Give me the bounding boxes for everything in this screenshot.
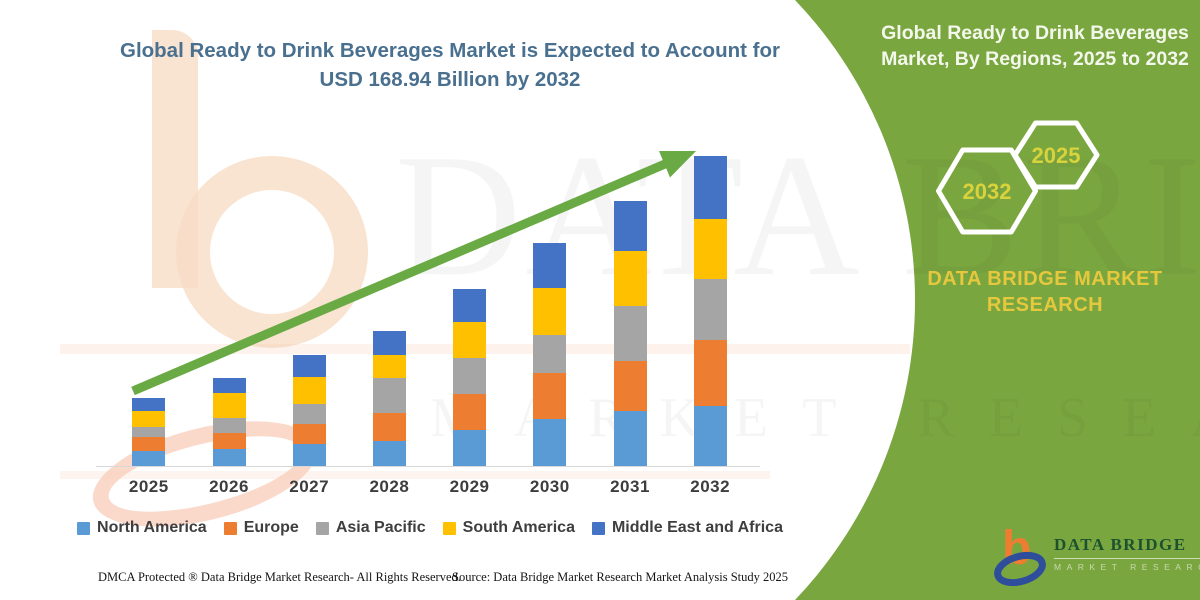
bar-segment-2030-south-america	[533, 287, 567, 335]
legend-item-middle-east-and-africa: Middle East and Africa	[591, 519, 783, 537]
legend-label: North America	[97, 519, 207, 536]
bar-segment-2025-europe	[132, 436, 166, 451]
brand-wordmark: DATA BRIDGE MARKET RESEARCH	[927, 268, 1163, 316]
legend-swatch	[223, 521, 237, 535]
bar-segment-2029-middle-east-and-africa	[453, 289, 487, 322]
legend-swatch	[442, 521, 456, 535]
bar-segment-2031-south-america	[613, 251, 647, 307]
bar-segment-2030-asia-pacific	[533, 334, 567, 373]
x-axis-label-2028: 2028	[369, 477, 410, 496]
bar-segment-2032-south-america	[693, 218, 727, 280]
side-panel-title: Global Ready to Drink Beverages Market, …	[875, 20, 1195, 72]
bar-2025	[132, 398, 166, 466]
bar-segment-2025-middle-east-and-africa	[132, 398, 166, 411]
bar-segment-2028-north-america	[372, 441, 406, 466]
chart-legend: North America Europe Asia Pacific South Ame…	[77, 519, 783, 537]
bar-segment-2025-south-america	[132, 410, 166, 428]
legend-label: South America	[462, 519, 575, 536]
bar-segment-2028-europe	[372, 412, 406, 442]
bar-segment-2027-south-america	[292, 377, 326, 405]
bar-segment-2031-middle-east-and-africa	[613, 200, 647, 252]
legend-item-europe: Europe	[223, 519, 299, 537]
side-panel-title-line2: Market, By Regions, 2025 to 2032	[881, 48, 1189, 70]
trend-arrow-head	[659, 151, 696, 178]
bar-segment-2028-middle-east-and-africa	[372, 331, 406, 355]
bar-segment-2028-asia-pacific	[372, 377, 406, 413]
bar-2031	[613, 200, 647, 466]
data-bridge-logo-icon: b	[994, 524, 1046, 586]
logo-name: DATA BRIDGE	[1054, 535, 1187, 554]
bar-2026	[212, 377, 246, 466]
logo-tagline: MARKET RESEARCH	[1054, 558, 1200, 572]
legend-item-north-america: North America	[77, 519, 207, 537]
bar-segment-2032-north-america	[693, 406, 727, 466]
hexagon-2025-outline	[1012, 120, 1100, 190]
x-axis-label-2025: 2025	[128, 477, 169, 496]
data-bridge-logo: b DATA BRIDGE MARKET RESEARCH	[993, 524, 1200, 586]
hexagon-2032-label: 2032	[963, 179, 1012, 204]
legend-item-south-america: South America	[442, 519, 575, 537]
x-axis-line	[96, 466, 760, 467]
bar-segment-2030-north-america	[533, 419, 567, 466]
hexagon-2025-label: 2025	[1032, 143, 1081, 168]
x-axis-label-2027: 2027	[289, 477, 330, 496]
bar-segment-2025-asia-pacific	[132, 427, 166, 437]
chart-title-line2: USD 168.94 Billion by 2032	[319, 68, 581, 91]
bar-segment-2032-europe	[693, 340, 727, 406]
bar-segment-2026-europe	[212, 432, 246, 450]
bar-segment-2031-europe	[613, 361, 647, 411]
bar-segment-2026-asia-pacific	[212, 417, 246, 433]
legend-label: Asia Pacific	[335, 519, 426, 536]
logo-b-glyph: b	[1002, 524, 1031, 575]
bar-segment-2032-middle-east-and-africa	[693, 156, 727, 219]
chart-title: Global Ready to Drink Beverages Market i…	[120, 36, 780, 94]
x-axis-label-2026: 2026	[209, 477, 249, 496]
bar-segment-2026-north-america	[212, 449, 246, 466]
footer-dmca-text: DMCA Protected ® Data Bridge Market Rese…	[98, 570, 461, 584]
bar-2032	[693, 156, 727, 466]
year-hexagons: 2032 2025	[936, 120, 1100, 235]
bar-segment-2029-north-america	[453, 430, 487, 466]
hexagon-2032-outline	[936, 147, 1038, 235]
bar-segment-2030-middle-east-and-africa	[533, 243, 567, 288]
bar-segment-2027-middle-east-and-africa	[292, 354, 326, 378]
legend-swatch	[77, 521, 91, 535]
x-axis-label-2031: 2031	[610, 477, 650, 496]
bar-2027	[292, 354, 326, 466]
logo-d-swoosh	[994, 551, 1046, 586]
bar-segment-2027-europe	[292, 424, 326, 445]
footer-source-text: Source: Data Bridge Market Research Mark…	[452, 570, 789, 584]
legend-swatch	[315, 521, 329, 535]
bar-segment-2025-north-america	[132, 451, 166, 466]
bar-segment-2031-asia-pacific	[613, 306, 647, 362]
bar-segment-2029-asia-pacific	[453, 358, 487, 395]
bar-segment-2030-europe	[533, 372, 567, 420]
legend-swatch	[591, 521, 605, 535]
bar-segment-2026-south-america	[212, 392, 246, 418]
bar-segment-2026-middle-east-and-africa	[212, 377, 246, 393]
bar-2028	[372, 331, 406, 466]
bar-segment-2027-asia-pacific	[292, 404, 326, 425]
x-axis-label-2032: 2032	[690, 477, 731, 496]
bar-segment-2029-europe	[453, 394, 487, 431]
legend-item-asia-pacific: Asia Pacific	[315, 519, 426, 537]
legend-label: Europe	[243, 519, 299, 536]
chart-title-line1: Global Ready to Drink Beverages Market i…	[120, 39, 780, 62]
bar-segment-2028-south-america	[372, 354, 406, 378]
bar-segment-2031-north-america	[613, 411, 647, 466]
bar-2029	[453, 289, 487, 466]
bar-segment-2027-north-america	[292, 444, 326, 466]
x-axis-label-2030: 2030	[529, 477, 570, 496]
bar-segment-2029-south-america	[453, 321, 487, 359]
logo-text-block: DATA BRIDGE MARKET RESEARCH	[1054, 524, 1200, 572]
bar-2030	[533, 243, 567, 466]
bar-segment-2032-asia-pacific	[693, 279, 727, 341]
side-panel-title-line1: Global Ready to Drink Beverages	[881, 22, 1189, 44]
x-axis-label-2029: 2029	[449, 477, 490, 496]
legend-label: Middle East and Africa	[611, 519, 783, 536]
